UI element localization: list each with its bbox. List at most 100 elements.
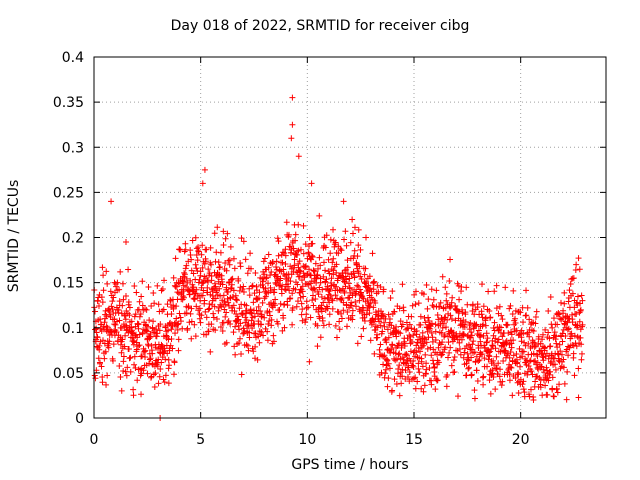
data-point: [170, 274, 177, 281]
data-point: [227, 285, 234, 292]
data-point: [225, 257, 232, 264]
data-point: [239, 286, 246, 293]
data-point: [521, 339, 528, 346]
data-point: [287, 278, 294, 285]
data-point: [281, 286, 288, 293]
data-point: [360, 325, 367, 332]
data-point: [377, 284, 384, 291]
data-point: [322, 244, 329, 251]
data-point: [156, 327, 163, 334]
data-point: [222, 259, 229, 266]
data-point: [498, 312, 505, 319]
data-point: [231, 265, 238, 272]
data-point: [300, 222, 307, 229]
data-point: [135, 343, 142, 350]
data-point: [420, 388, 427, 395]
data-point: [221, 306, 228, 313]
data-point: [492, 386, 499, 393]
data-point: [333, 283, 340, 290]
data-point: [212, 283, 219, 290]
data-point: [178, 318, 185, 325]
data-point: [118, 387, 125, 394]
data-point: [245, 347, 252, 354]
data-point: [509, 311, 516, 318]
data-point: [113, 318, 120, 325]
data-point: [138, 370, 145, 377]
data-point: [352, 299, 359, 306]
data-point: [468, 332, 475, 339]
data-point: [150, 371, 157, 378]
data-point: [410, 375, 417, 382]
data-point: [198, 312, 205, 319]
data-point: [356, 263, 363, 270]
data-point: [268, 316, 275, 323]
data-point: [100, 287, 107, 294]
data-point: [433, 287, 440, 294]
data-point: [320, 322, 327, 329]
data-point: [228, 281, 235, 288]
data-point: [422, 336, 429, 343]
data-point: [120, 296, 127, 303]
data-point: [428, 286, 435, 293]
data-point: [324, 305, 331, 312]
data-point: [180, 288, 187, 295]
data-point: [201, 166, 208, 173]
data-point: [148, 302, 155, 309]
data-point: [457, 317, 464, 324]
data-point: [220, 292, 227, 299]
data-point: [386, 365, 393, 372]
data-point: [292, 237, 299, 244]
data-point: [126, 304, 133, 311]
data-point: [332, 292, 339, 299]
data-point: [96, 360, 103, 367]
data-point: [202, 258, 209, 265]
data-point: [94, 298, 101, 305]
data-point: [396, 350, 403, 357]
data-point: [154, 330, 161, 337]
data-point: [405, 364, 412, 371]
data-point: [107, 288, 114, 295]
data-point: [187, 310, 194, 317]
data-point: [128, 329, 135, 336]
data-point: [273, 258, 280, 265]
data-point: [110, 341, 117, 348]
data-point: [119, 280, 126, 287]
data-point: [122, 293, 129, 300]
data-point: [413, 349, 420, 356]
data-point: [369, 250, 376, 257]
data-point: [175, 347, 182, 354]
data-point: [164, 327, 171, 334]
data-point: [466, 326, 473, 333]
data-point: [361, 318, 368, 325]
data-point: [347, 239, 354, 246]
data-point: [465, 365, 472, 372]
data-point: [487, 390, 494, 397]
data-point: [400, 307, 407, 314]
data-point: [565, 325, 572, 332]
data-point: [258, 321, 265, 328]
data-point: [196, 315, 203, 322]
data-point: [118, 310, 125, 317]
data-point: [315, 291, 322, 298]
data-point: [517, 309, 524, 316]
data-point: [161, 345, 168, 352]
data-point: [426, 365, 433, 372]
data-point: [127, 354, 134, 361]
data-point: [382, 335, 389, 342]
data-point: [496, 303, 503, 310]
data-point: [480, 303, 487, 310]
data-point: [364, 297, 371, 304]
data-point: [190, 270, 197, 277]
data-point: [238, 350, 245, 357]
data-point: [330, 267, 337, 274]
data-point: [306, 358, 313, 365]
data-point: [215, 259, 222, 266]
data-point: [237, 263, 244, 270]
data-point: [361, 271, 368, 278]
data-point: [176, 310, 183, 317]
data-point: [351, 247, 358, 254]
data-point: [144, 323, 151, 330]
data-point: [568, 276, 575, 283]
data-point: [333, 261, 340, 268]
data-point: [111, 328, 118, 335]
